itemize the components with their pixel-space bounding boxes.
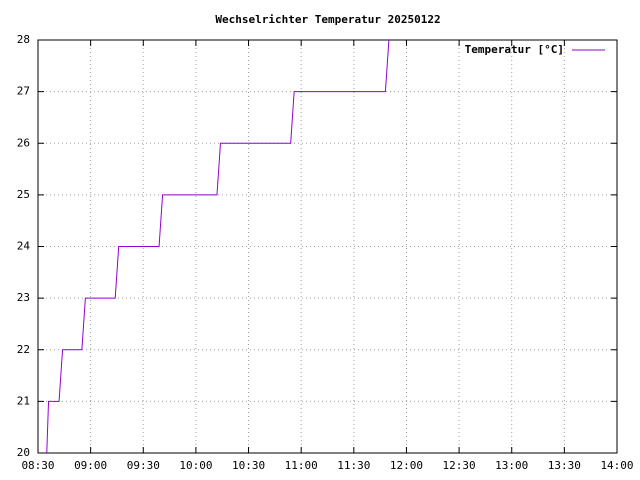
x-tick-label: 09:30 (127, 459, 160, 472)
y-tick-label: 27 (17, 85, 30, 98)
x-tick-label: 14:00 (600, 459, 633, 472)
x-tick-label: 08:30 (21, 459, 54, 472)
y-tick-label: 28 (17, 33, 30, 46)
x-tick-label: 12:00 (390, 459, 423, 472)
y-tick-label: 24 (17, 240, 31, 253)
x-tick-label: 13:30 (548, 459, 581, 472)
x-tick-label: 09:00 (74, 459, 107, 472)
y-tick-label: 20 (17, 446, 30, 459)
y-tick-label: 26 (17, 136, 30, 149)
x-tick-label: 12:30 (443, 459, 476, 472)
y-tick-label: 21 (17, 394, 30, 407)
x-tick-label: 11:30 (337, 459, 370, 472)
y-tick-label: 22 (17, 343, 30, 356)
x-tick-label: 11:00 (285, 459, 318, 472)
plot-frame (37, 39, 618, 454)
y-tick-label: 23 (17, 291, 30, 304)
chart-title: Wechselrichter Temperatur 20250122 (215, 13, 440, 26)
x-tick-label: 10:30 (232, 459, 265, 472)
x-tick-label: 13:00 (495, 459, 528, 472)
y-tick-label: 25 (17, 188, 30, 201)
x-tick-label: 10:00 (179, 459, 212, 472)
legend-label: Temperatur [°C] (465, 43, 564, 56)
data-line (46, 39, 390, 454)
